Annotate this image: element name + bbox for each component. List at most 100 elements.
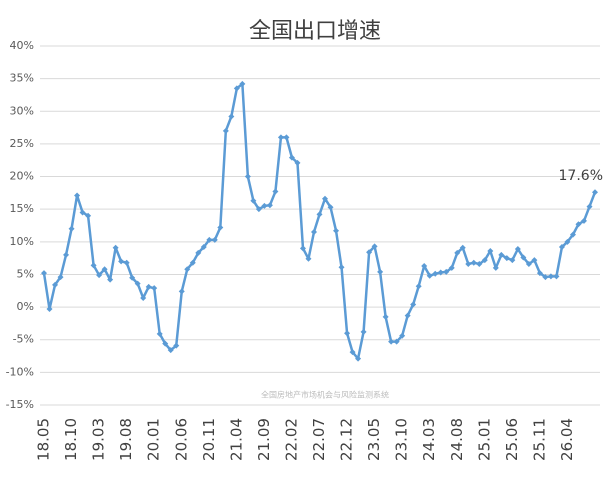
marker (415, 283, 422, 290)
marker (360, 328, 367, 335)
marker (531, 257, 538, 264)
marker (487, 247, 494, 254)
marker (101, 266, 108, 273)
x-tick-label: 22.07 (310, 418, 328, 461)
marker (90, 262, 97, 269)
marker (481, 257, 488, 264)
x-tick-label: 19.03 (90, 418, 108, 461)
marker (404, 312, 411, 319)
marker (96, 272, 103, 279)
marker (327, 204, 334, 211)
y-tick-label: -10% (6, 365, 34, 378)
x-tick-label: 24.08 (448, 418, 466, 461)
marker (355, 355, 362, 362)
marker (277, 134, 284, 141)
marker (129, 274, 136, 281)
marker (443, 268, 450, 275)
marker (547, 273, 554, 280)
marker (426, 272, 433, 279)
marker (118, 258, 125, 265)
x-tick-label: 20.06 (172, 418, 190, 461)
marker (195, 249, 202, 256)
chart-title: 全国出口增速 (249, 19, 381, 44)
marker (167, 347, 174, 354)
x-tick-label: 22.12 (338, 418, 356, 461)
marker (388, 338, 395, 345)
marker (421, 262, 428, 269)
x-tick-label: 20.11 (200, 418, 218, 461)
marker (244, 173, 251, 180)
marker (63, 251, 70, 258)
marker (211, 236, 218, 243)
marker (410, 301, 417, 308)
marker (261, 202, 268, 209)
marker (344, 330, 351, 337)
y-tick-label: 40% (10, 39, 34, 52)
x-tick-label: 24.03 (420, 418, 438, 461)
marker (393, 338, 400, 345)
x-tick-label: 23.10 (393, 418, 411, 461)
marker (322, 195, 329, 202)
marker (558, 244, 565, 251)
marker (564, 238, 571, 245)
marker (294, 159, 301, 166)
marker (206, 236, 213, 243)
marker (448, 264, 455, 271)
marker (476, 261, 483, 268)
marker (299, 245, 306, 252)
marker (52, 281, 59, 288)
marker (288, 154, 295, 161)
x-tick-label: 19.08 (117, 418, 135, 461)
marker (200, 244, 207, 251)
marker (57, 274, 64, 281)
marker (140, 294, 147, 301)
marker (85, 212, 92, 219)
marker (250, 197, 257, 204)
marker (46, 306, 53, 313)
y-tick-label: 30% (10, 104, 34, 117)
x-tick-label: 21.04 (227, 418, 245, 461)
marker (283, 134, 290, 141)
x-tick-label: 22.02 (282, 418, 300, 461)
x-tick-label: 18.05 (35, 418, 53, 461)
marker (189, 259, 196, 266)
y-tick-label: 0% (17, 300, 34, 313)
marker (553, 273, 560, 280)
marker (569, 231, 576, 238)
marker (465, 261, 472, 268)
marker (255, 206, 262, 213)
marker (432, 270, 439, 277)
marker (470, 259, 477, 266)
marker (178, 288, 185, 295)
marker (509, 257, 516, 264)
y-tick-label: 25% (10, 137, 34, 150)
x-tick-label: 18.10 (62, 418, 80, 461)
x-tick-label: 26.04 (558, 418, 576, 461)
marker (338, 264, 345, 271)
marker (123, 259, 130, 266)
marker (514, 245, 521, 252)
data-label: 17.6% (559, 168, 603, 184)
marker (592, 189, 598, 196)
y-tick-label: 10% (10, 235, 34, 248)
x-tick-label: 25.06 (503, 418, 521, 461)
marker (79, 209, 86, 216)
marker (492, 264, 499, 271)
marker (151, 285, 158, 292)
y-tick-label: 20% (10, 170, 34, 183)
x-tick-label: 25.01 (475, 418, 493, 461)
x-tick-label: 25.11 (530, 418, 548, 461)
marker (233, 85, 240, 92)
x-tick-label: 20.01 (145, 418, 163, 461)
marker (459, 244, 466, 251)
marker (310, 229, 317, 236)
marker (266, 202, 273, 209)
marker (272, 188, 279, 195)
marker (377, 268, 384, 275)
marker (575, 221, 582, 228)
marker (525, 261, 532, 268)
marker (399, 332, 406, 339)
marker (542, 274, 549, 281)
marker (222, 127, 229, 134)
